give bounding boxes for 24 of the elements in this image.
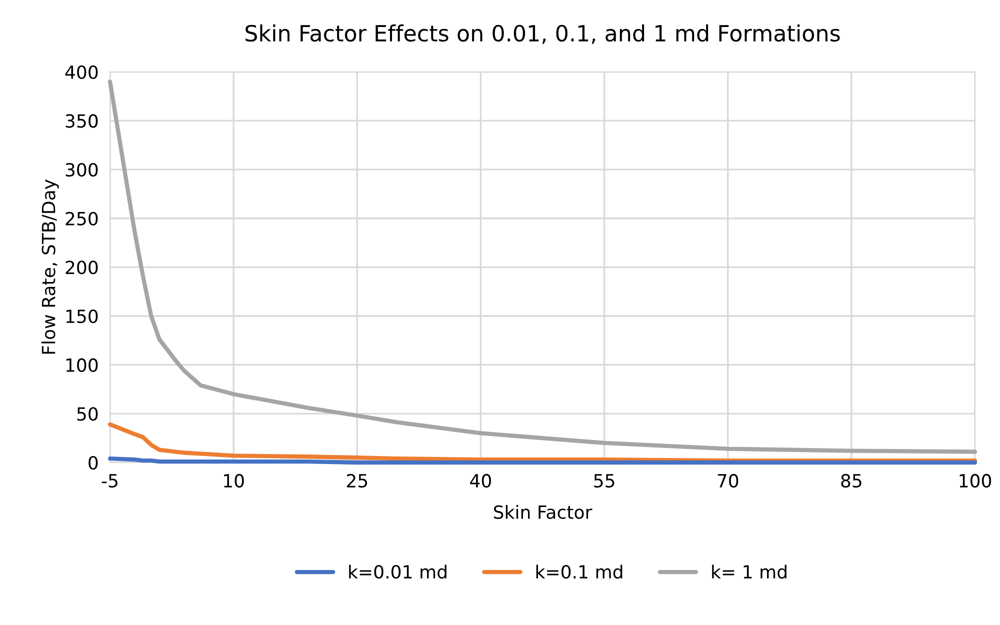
y-tick-label: 100	[66, 358, 98, 372]
y-tick-label: 200	[66, 260, 98, 274]
legend-label: k=0.01 md	[349, 564, 446, 579]
x-tick-label: 10	[224, 474, 244, 488]
y-axis-title: Flow Rate, STB/Day	[41, 180, 59, 354]
y-tick-label: 50	[77, 407, 98, 421]
x-axis-title: Skin Factor	[494, 504, 592, 519]
legend-label: k= 1 md	[712, 564, 786, 579]
y-tick-label: 350	[66, 114, 98, 128]
x-tick-label: 85	[841, 474, 862, 488]
y-tick-label: 150	[66, 309, 98, 324]
x-tick-label: 25	[346, 474, 368, 488]
y-tick-label: 400	[65, 65, 98, 79]
legend-label: k=0.1 md	[536, 564, 622, 579]
x-tick-label: 100	[960, 474, 992, 488]
chart-title: Skin Factor Effects on 0.01, 0.1, and 1 md Formations	[246, 24, 840, 44]
y-tick-label: 0	[88, 456, 98, 470]
y-tick-label: 300	[66, 162, 98, 177]
x-tick-label: 55	[594, 474, 614, 488]
x-tick-label: 40	[470, 474, 492, 488]
line-series	[108, 80, 978, 454]
x-tick-label: -5	[102, 474, 118, 488]
x-tick-label: 70	[718, 474, 738, 488]
y-tick-label: 250	[66, 212, 98, 226]
